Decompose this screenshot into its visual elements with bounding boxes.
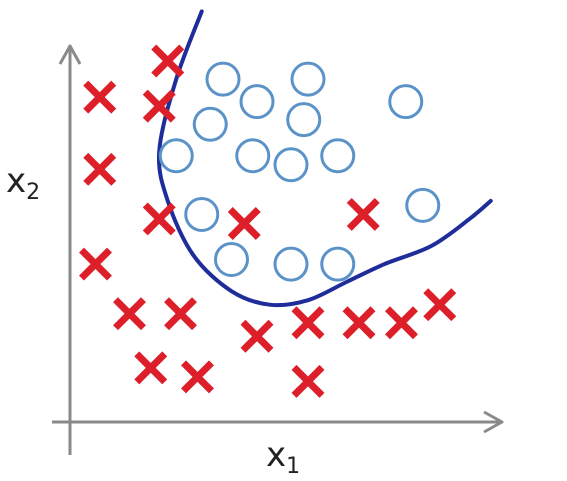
y-axis-arrowhead xyxy=(58,44,82,65)
decision-boundary xyxy=(156,9,493,308)
circle-marker xyxy=(286,102,322,138)
circle-marker xyxy=(158,138,194,174)
cross-marker xyxy=(291,364,325,398)
decision-boundary-layer xyxy=(156,9,493,308)
y-axis-label: x2 xyxy=(6,161,40,205)
cross-marker xyxy=(423,288,457,322)
cross-marker xyxy=(342,306,376,340)
circle-marker xyxy=(388,84,424,120)
cross-marker xyxy=(346,197,380,231)
cross-marker xyxy=(385,306,418,340)
circle-marker xyxy=(290,61,326,97)
circle-marker xyxy=(235,138,271,174)
cross-marker xyxy=(181,360,214,394)
cross-marker xyxy=(240,319,274,353)
cross-marker xyxy=(134,351,168,385)
circle-marker xyxy=(320,246,356,282)
cross-marker xyxy=(79,247,112,281)
cross-marker xyxy=(227,206,261,240)
cross-marker xyxy=(291,306,325,340)
circle-marker xyxy=(239,84,275,120)
circle-marker xyxy=(273,246,309,282)
x-axis-label: x1 xyxy=(266,435,300,479)
points-layer xyxy=(79,44,457,398)
cross-marker xyxy=(83,80,117,114)
circle-marker xyxy=(405,187,441,223)
cross-marker xyxy=(83,152,117,186)
circle-marker xyxy=(214,242,249,278)
cross-marker xyxy=(142,202,176,236)
cross-marker xyxy=(151,44,185,78)
cross-marker xyxy=(113,297,146,331)
circle-marker xyxy=(273,147,309,183)
circle-marker xyxy=(184,196,220,232)
circle-marker xyxy=(192,106,228,142)
circle-marker xyxy=(205,61,241,97)
cross-marker xyxy=(164,297,197,331)
circle-marker xyxy=(320,138,356,174)
axes xyxy=(52,44,504,455)
x-axis-arrowhead xyxy=(483,410,504,434)
cross-marker xyxy=(142,89,176,123)
